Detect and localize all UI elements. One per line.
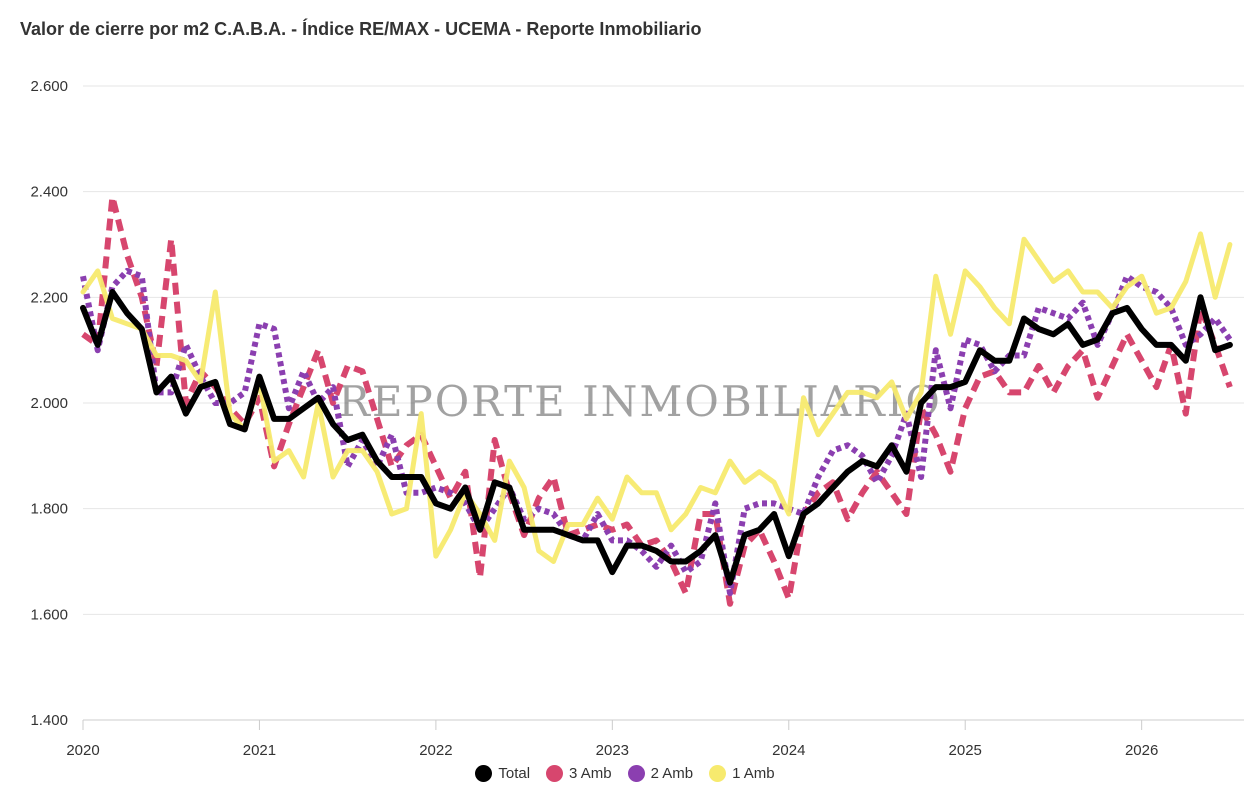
series-group: [80, 194, 1233, 607]
legend-label-2-amb: 2 Amb: [650, 765, 694, 782]
grid-lines: [83, 85, 1244, 615]
legend-label-3-amb: 3 Amb: [569, 765, 612, 782]
x-tick-label: 2025: [949, 742, 982, 759]
y-tick-label: 1.600: [30, 606, 68, 623]
y-tick-label: 2.200: [30, 289, 68, 306]
x-tick-label: 2026: [1125, 742, 1158, 759]
y-tick-label: 2.600: [30, 78, 68, 95]
axes: 1.400 1.600 1.800 2.000 2.200 2.400 2.600 2020 2…: [30, 78, 1244, 759]
legend-dot-total: [475, 765, 493, 782]
legend-label-total: Total: [498, 765, 531, 782]
y-tick-label: 1.800: [30, 501, 68, 518]
series-line-2-amb[interactable]: [80, 267, 1233, 597]
legend-item-1-amb[interactable]: 1 Amb: [709, 765, 775, 782]
x-tick-label: 2022: [419, 742, 452, 759]
legend-dot-3-amb: [546, 765, 564, 782]
legend: Total 3 Amb 2 Amb 1 Amb: [0, 765, 1250, 782]
legend-dot-2-amb: [627, 765, 645, 782]
series-line-3-amb[interactable]: [81, 194, 1233, 607]
chart-title: Valor de cierre por m2 C.A.B.A. - Índice…: [20, 19, 702, 39]
x-tick-label: 2020: [66, 742, 99, 759]
watermark-text: REPORTE INMOBILIARIO: [338, 377, 942, 426]
series-line-1-amb[interactable]: [80, 231, 1233, 564]
y-tick-label: 2.000: [30, 395, 68, 412]
y-tick-label: 1.400: [30, 712, 68, 729]
legend-dot-1-amb: [709, 765, 727, 782]
x-tick-label: 2024: [772, 742, 805, 759]
x-tick-label: 2021: [243, 742, 276, 759]
y-tick-label: 2.400: [30, 184, 68, 201]
legend-item-3-amb[interactable]: 3 Amb: [546, 765, 612, 782]
legend-item-total[interactable]: Total: [475, 765, 530, 782]
series-line-total[interactable]: [80, 289, 1233, 586]
x-tick-label: 2023: [596, 742, 629, 759]
legend-label-1-amb: 1 Amb: [732, 765, 775, 782]
legend-item-2-amb[interactable]: 2 Amb: [627, 765, 694, 782]
